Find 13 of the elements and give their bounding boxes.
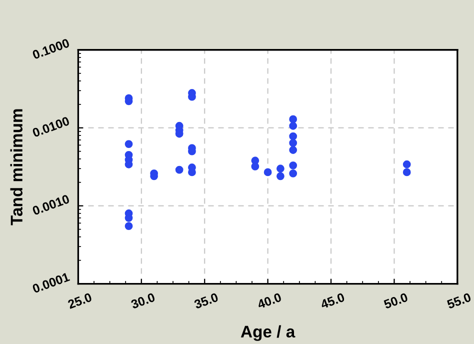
y-tick-label: 0.0100 [32,116,70,138]
x-tick-label: 30.0 [130,292,156,310]
x-tick-label: 25.0 [67,292,92,309]
x-axis-title: Age / a [240,325,296,341]
y-tick-label: 0.1000 [32,38,70,60]
y-tick-label: 0.0010 [32,194,70,216]
x-tick-label: 50.0 [383,292,408,309]
x-tick-label: 35.0 [194,292,219,310]
y-axis-title: Tand minimum [10,109,23,226]
x-tick-label: 45.0 [320,292,346,310]
y-tick-label: 0.0001 [32,272,70,294]
x-tick-label: 55.0 [446,292,472,309]
x-tick-label: 40.0 [256,292,282,310]
